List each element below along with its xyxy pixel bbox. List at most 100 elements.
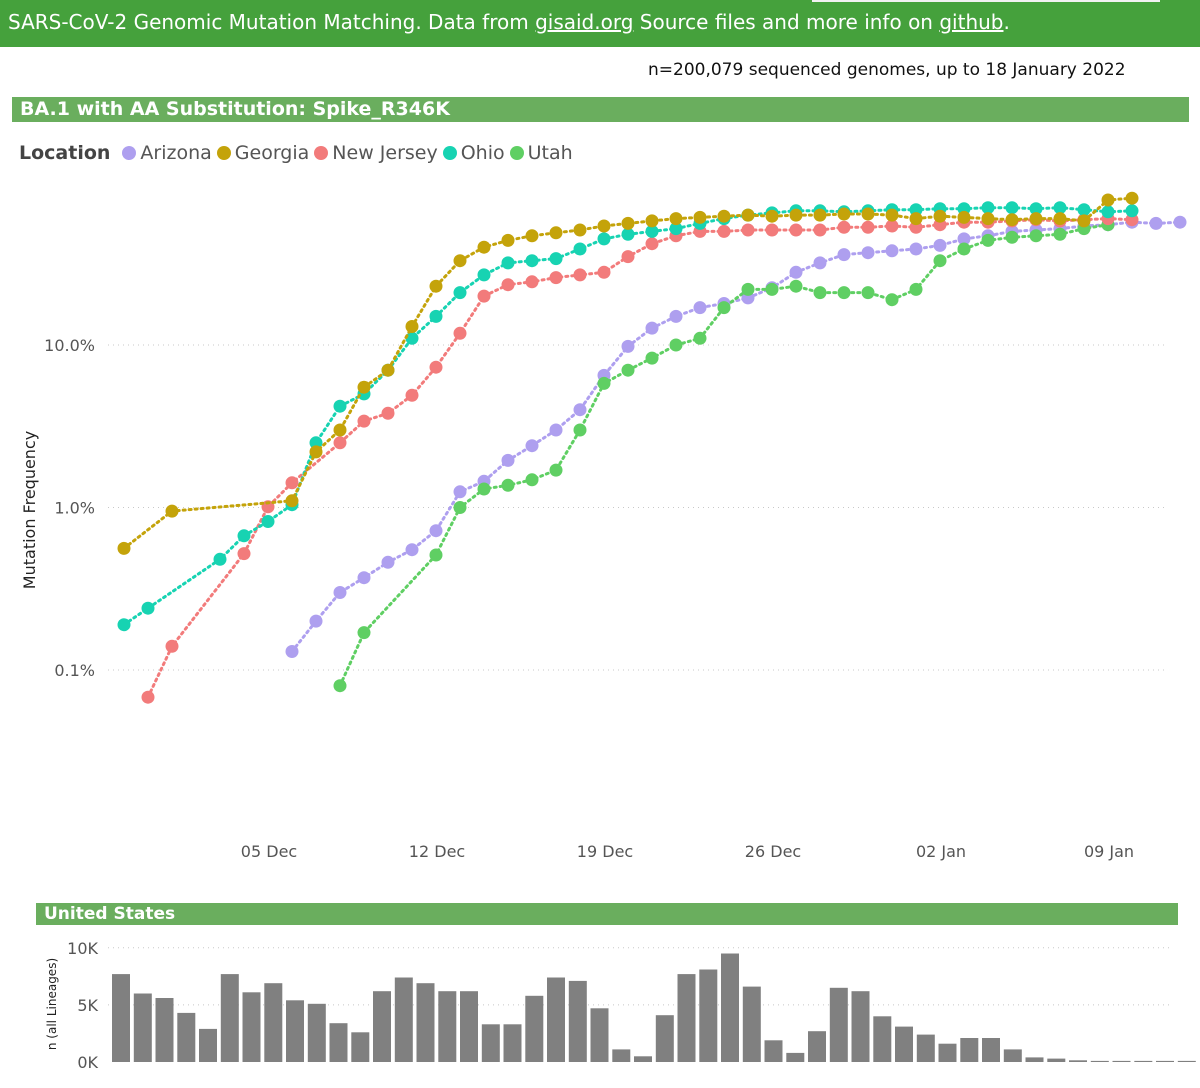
data-point-ohio[interactable]: [429, 309, 443, 323]
data-point-utah[interactable]: [645, 351, 659, 365]
data-point-georgia[interactable]: [573, 223, 587, 237]
data-point-georgia[interactable]: [1005, 213, 1019, 227]
data-point-georgia[interactable]: [789, 208, 803, 222]
data-point-utah[interactable]: [789, 279, 803, 293]
data-point-arizona[interactable]: [333, 586, 347, 599]
data-point-new-jersey[interactable]: [357, 414, 371, 428]
bar[interactable]: [655, 1015, 674, 1062]
bar[interactable]: [895, 1026, 913, 1062]
data-point-georgia[interactable]: [741, 208, 755, 222]
data-point-utah[interactable]: [717, 301, 731, 315]
data-point-georgia[interactable]: [813, 208, 827, 222]
bar[interactable]: [438, 991, 457, 1062]
data-point-new-jersey[interactable]: [165, 639, 179, 653]
data-point-georgia[interactable]: [597, 219, 611, 233]
data-point-new-jersey[interactable]: [429, 360, 443, 374]
bar[interactable]: [1177, 1060, 1196, 1062]
data-point-ohio[interactable]: [1101, 205, 1115, 219]
data-point-utah[interactable]: [741, 282, 755, 296]
data-point-arizona[interactable]: [309, 614, 323, 628]
data-point-utah[interactable]: [837, 286, 851, 300]
data-point-georgia[interactable]: [333, 423, 347, 437]
data-point-georgia[interactable]: [1101, 193, 1115, 207]
data-point-utah[interactable]: [621, 363, 635, 377]
data-point-ohio[interactable]: [309, 436, 323, 450]
bar[interactable]: [1090, 1060, 1109, 1062]
data-point-utah[interactable]: [909, 282, 923, 296]
data-point-arizona[interactable]: [405, 543, 419, 557]
data-point-new-jersey[interactable]: [861, 220, 875, 234]
data-point-georgia[interactable]: [477, 240, 491, 254]
data-point-georgia[interactable]: [981, 212, 995, 226]
bar[interactable]: [938, 1043, 957, 1062]
data-point-arizona[interactable]: [1149, 216, 1163, 230]
data-point-arizona[interactable]: [909, 242, 923, 256]
bar[interactable]: [1112, 1060, 1131, 1062]
data-point-new-jersey[interactable]: [813, 223, 827, 237]
data-point-new-jersey[interactable]: [405, 388, 419, 402]
bar[interactable]: [960, 1038, 979, 1062]
gisaid-link[interactable]: gisaid.org: [535, 10, 634, 34]
bar[interactable]: [155, 998, 174, 1062]
data-point-georgia[interactable]: [285, 494, 299, 508]
bar[interactable]: [547, 977, 565, 1063]
legend-item-ohio[interactable]: Ohio: [442, 142, 505, 164]
data-point-arizona[interactable]: [525, 439, 539, 453]
data-point-georgia[interactable]: [309, 445, 323, 459]
data-point-georgia[interactable]: [165, 504, 179, 518]
bar[interactable]: [1025, 1057, 1044, 1062]
bar[interactable]: [590, 1008, 609, 1062]
bar[interactable]: [199, 1028, 217, 1062]
data-point-utah[interactable]: [333, 679, 347, 693]
data-point-arizona[interactable]: [669, 309, 683, 323]
bar[interactable]: [133, 993, 152, 1063]
data-point-arizona[interactable]: [549, 423, 563, 437]
data-point-new-jersey[interactable]: [261, 500, 275, 514]
data-point-georgia[interactable]: [357, 380, 371, 394]
legend-item-new-jersey[interactable]: New Jersey: [314, 142, 438, 164]
data-point-georgia[interactable]: [117, 541, 131, 555]
data-point-utah[interactable]: [357, 626, 371, 640]
bar[interactable]: [264, 983, 283, 1062]
bar[interactable]: [112, 974, 130, 1062]
data-point-utah[interactable]: [981, 233, 995, 247]
data-point-georgia[interactable]: [1053, 212, 1067, 226]
data-point-new-jersey[interactable]: [573, 268, 587, 282]
bar[interactable]: [764, 1040, 783, 1062]
bar[interactable]: [742, 986, 761, 1062]
data-point-new-jersey[interactable]: [453, 326, 467, 340]
data-point-ohio[interactable]: [405, 331, 419, 345]
search-input[interactable]: [812, 0, 1160, 2]
bar[interactable]: [373, 991, 391, 1062]
bar[interactable]: [329, 1023, 348, 1062]
bar[interactable]: [1156, 1060, 1174, 1062]
github-link[interactable]: github: [939, 10, 1004, 34]
bar[interactable]: [916, 1034, 935, 1062]
data-point-georgia[interactable]: [429, 279, 443, 293]
data-point-new-jersey[interactable]: [1125, 213, 1139, 227]
data-point-arizona[interactable]: [837, 248, 851, 262]
bar[interactable]: [525, 995, 544, 1062]
legend-item-arizona[interactable]: Arizona: [122, 142, 212, 164]
data-point-new-jersey[interactable]: [141, 690, 155, 704]
bar[interactable]: [721, 953, 739, 1063]
data-point-utah[interactable]: [1053, 227, 1067, 241]
data-point-arizona[interactable]: [789, 265, 803, 279]
data-point-utah[interactable]: [1005, 230, 1019, 244]
data-point-georgia[interactable]: [765, 209, 779, 223]
data-point-utah[interactable]: [525, 473, 539, 487]
data-point-new-jersey[interactable]: [285, 476, 299, 490]
data-point-new-jersey[interactable]: [501, 278, 515, 292]
data-point-utah[interactable]: [501, 478, 515, 492]
data-point-arizona[interactable]: [693, 301, 707, 315]
data-point-ohio[interactable]: [621, 227, 635, 241]
data-point-georgia[interactable]: [861, 207, 875, 221]
data-point-ohio[interactable]: [1125, 204, 1139, 218]
data-point-new-jersey[interactable]: [381, 406, 395, 420]
data-point-georgia[interactable]: [909, 212, 923, 226]
data-point-new-jersey[interactable]: [597, 265, 611, 279]
data-point-new-jersey[interactable]: [885, 219, 899, 233]
data-point-georgia[interactable]: [1077, 214, 1091, 228]
data-point-utah[interactable]: [861, 286, 875, 300]
data-point-georgia[interactable]: [693, 210, 707, 224]
